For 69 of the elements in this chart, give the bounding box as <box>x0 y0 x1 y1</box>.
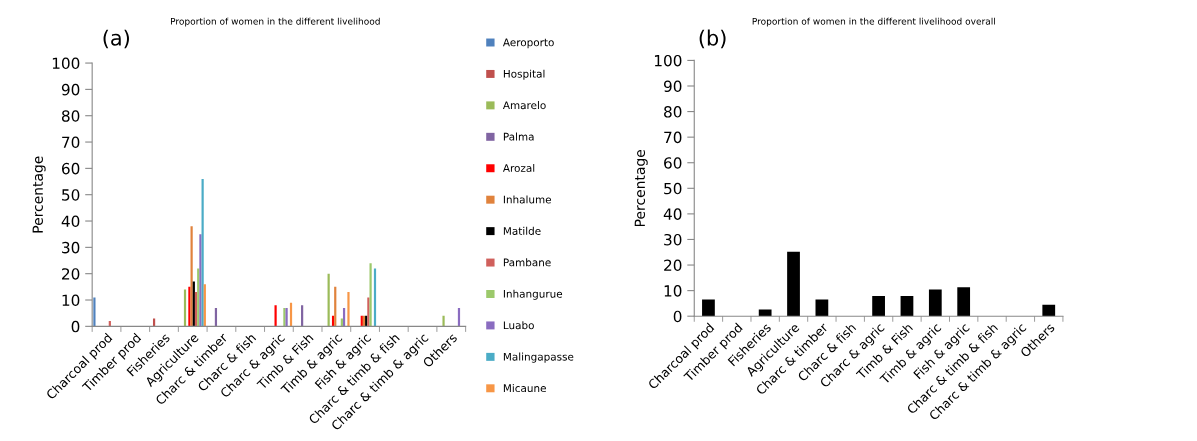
legend-label: Amarelo <box>502 101 546 110</box>
bar <box>194 292 198 327</box>
legend-label: Micaune <box>503 384 546 393</box>
y-axis-title: Percentage <box>32 156 46 233</box>
bar <box>872 295 885 317</box>
y-tick-label: 30 <box>62 241 80 254</box>
bar <box>188 286 191 327</box>
bar <box>367 297 370 327</box>
bar <box>334 286 337 327</box>
bar <box>815 299 829 317</box>
y-tick-label: 0 <box>71 320 80 333</box>
bar <box>152 318 156 327</box>
y-tick-label: 0 <box>673 310 682 323</box>
bar <box>274 305 277 327</box>
bar <box>928 289 942 317</box>
y-axis-title: Percentage <box>634 149 648 226</box>
text: (b) <box>699 29 726 49</box>
y-tick-label: 60 <box>61 162 80 175</box>
y-tick-label: 90 <box>663 80 682 93</box>
bar <box>442 315 445 327</box>
bar <box>201 178 204 327</box>
y-tick-label: 10 <box>664 285 682 297</box>
bar <box>340 318 343 327</box>
bar <box>93 297 96 327</box>
bar <box>183 289 187 327</box>
y-tick-label: 70 <box>62 136 80 149</box>
bar <box>373 268 377 327</box>
y-tick-label: 30 <box>664 233 682 246</box>
y-tick-label: 40 <box>663 208 682 220</box>
y-tick-label: 60 <box>664 157 682 169</box>
chart-title: Proportion of women in the different livelihood <box>170 17 380 27</box>
bar <box>327 273 330 327</box>
legend-label: Hospital <box>503 69 545 80</box>
bar <box>203 284 206 327</box>
y-tick-label: 40 <box>61 215 80 228</box>
bar <box>369 263 372 327</box>
legend-label: Palma <box>503 132 534 141</box>
legend-label: Aeroporto <box>502 38 554 49</box>
y-tick-label: 80 <box>61 110 80 122</box>
bar <box>758 309 772 317</box>
legend-label: Arozal <box>502 163 535 173</box>
chart-title: Proportion of women in the different livelihood overall <box>752 17 995 27</box>
y-tick-label: 50 <box>664 182 682 195</box>
y-tick-label: 50 <box>62 189 80 201</box>
y-tick-label: 100 <box>654 54 682 67</box>
bar <box>301 305 304 327</box>
y-tick-label: 100 <box>52 57 80 70</box>
bar <box>347 292 350 327</box>
bar <box>957 287 971 317</box>
legend-label: Luabo <box>503 321 534 330</box>
y-tick-label: 90 <box>61 83 80 96</box>
bar <box>900 295 914 317</box>
bar <box>190 226 193 327</box>
legend-label: Pambane <box>503 258 551 267</box>
legend-label: Malingapasse <box>503 352 574 363</box>
y-tick-label: 70 <box>664 131 682 144</box>
y-tick-label: 80 <box>664 106 682 118</box>
bar <box>199 234 202 327</box>
y-tick-label: 10 <box>62 294 80 307</box>
legend-label: Inhangurue <box>503 289 563 300</box>
bar <box>702 299 715 317</box>
legend-label: Inhalume <box>503 195 552 204</box>
text: (a) <box>103 29 129 49</box>
bar <box>787 251 800 317</box>
y-tick-label: 20 <box>62 268 80 280</box>
y-tick-label: 20 <box>664 259 682 272</box>
bar <box>1042 304 1056 317</box>
legend-label: Matilde <box>503 226 541 235</box>
bar <box>197 268 200 327</box>
